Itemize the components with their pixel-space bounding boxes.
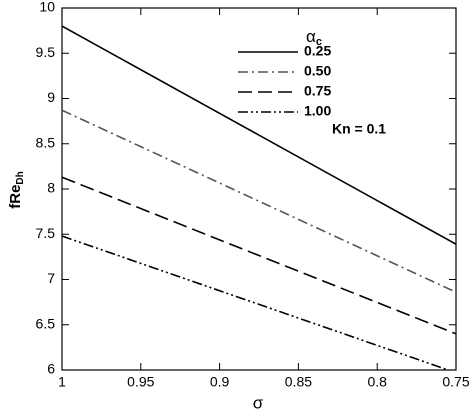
- legend-label: 0.25: [304, 43, 331, 59]
- y-tick-label: 6: [47, 361, 55, 377]
- y-tick-label: 7.5: [36, 225, 56, 241]
- legend-title: αc: [306, 27, 322, 47]
- y-tick-label: 7: [47, 270, 55, 286]
- legend-label: 0.75: [304, 83, 331, 99]
- y-tick-label: 8.5: [36, 134, 56, 150]
- y-axis-label: fReDh: [7, 171, 26, 209]
- y-tick-label: 8: [47, 180, 55, 196]
- series-line: [62, 176, 456, 335]
- series-line: [62, 25, 456, 245]
- x-tick-label: 0.75: [442, 374, 469, 390]
- series-line: [62, 235, 451, 370]
- x-tick-label: 0.85: [285, 374, 312, 390]
- y-tick-label: 9: [47, 89, 55, 105]
- y-tick-label: 6.5: [36, 315, 56, 331]
- legend-title-sub: c: [316, 36, 322, 48]
- legend-label: 0.50: [304, 63, 331, 79]
- x-tick-label: 0.9: [210, 374, 230, 390]
- legend-label: 1.00: [304, 103, 331, 119]
- legend-title-symbol: α: [306, 27, 316, 46]
- series-line: [62, 109, 456, 293]
- y-axis-label-main: fRe: [7, 185, 24, 209]
- y-tick-label: 10: [39, 0, 55, 15]
- plot-frame: [61, 7, 457, 371]
- annotation: Kn = 0.1: [332, 121, 386, 137]
- x-tick-label: 0.8: [367, 374, 387, 390]
- y-tick-label: 9.5: [36, 44, 56, 60]
- x-tick-label: 1: [58, 374, 66, 390]
- x-tick-label: 0.95: [127, 374, 154, 390]
- x-axis-label: σ: [253, 393, 264, 412]
- y-axis-label-sub: Dh: [15, 171, 26, 184]
